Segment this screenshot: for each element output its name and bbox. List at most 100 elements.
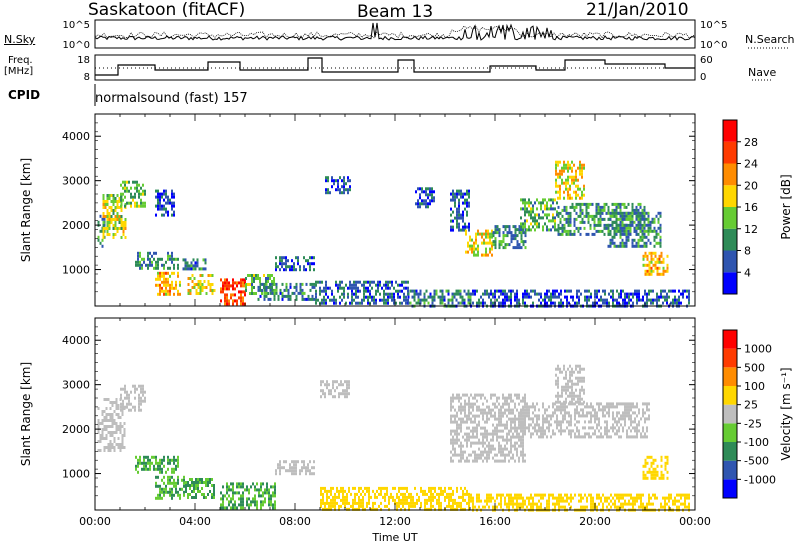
power-echo-region <box>102 194 127 239</box>
power-echo-region <box>607 211 662 248</box>
velocity-colorbar-frame <box>722 329 738 499</box>
time-axis-label: Time UT <box>371 531 417 544</box>
velocity-echo-region <box>155 475 185 500</box>
time-tick-label: 00:00 <box>679 515 711 528</box>
beam-label: Beam 13 <box>357 2 434 22</box>
power-colorbar-label: 28 <box>744 136 758 149</box>
power-echo-region <box>520 198 558 232</box>
velocity-colorbar-title: Velocity [m s⁻¹] <box>779 367 793 460</box>
velocity-colorbar-label: -1000 <box>744 473 776 486</box>
velocity-ytick-label: 2000 <box>62 423 90 436</box>
noise-right-tick-bottom: 10^0 <box>700 40 727 51</box>
power-echo-region <box>465 229 493 257</box>
velocity-colorbar-cell <box>723 460 737 480</box>
power-colorbar-title: Power [dB] <box>779 174 793 239</box>
freq-right-tick-top: 60 <box>700 55 713 66</box>
power-echo-region <box>450 189 470 232</box>
freq-left-tick-top: 18 <box>77 55 90 66</box>
power-colorbar-label: 20 <box>744 179 758 192</box>
velocity-colorbar-cell <box>723 442 737 461</box>
noise-search-label: N.Search <box>745 33 795 46</box>
noise-panel-frame <box>94 19 696 49</box>
time-tick-label: 00:00 <box>79 515 111 528</box>
power-echo-region <box>120 180 146 208</box>
noise-search-trace <box>94 25 696 42</box>
velocity-colorbar-label: -500 <box>744 455 769 468</box>
power-colorbar-cell <box>723 141 737 164</box>
power-colorbar-cell <box>723 185 737 207</box>
power-colorbar-cell <box>723 272 737 294</box>
velocity-colorbar-label: 1000 <box>744 343 772 356</box>
cpid-value: normalsound (fast) 157 <box>95 91 248 106</box>
velocity-colorbar-label: 100 <box>744 380 765 393</box>
power-echo-region <box>220 278 246 306</box>
noise-right-tick-top: 10^5 <box>700 20 727 31</box>
velocity-colorbar-cell <box>723 348 737 368</box>
noise-left-tick-bottom: 10^0 <box>63 40 90 51</box>
nave-label: Nave <box>748 66 777 79</box>
velocity-ytick-label: 1000 <box>62 468 90 481</box>
power-echo-region <box>315 280 409 305</box>
velocity-colorbar-cell <box>723 479 737 498</box>
power-echo-region <box>275 256 315 272</box>
power-echo-region <box>155 271 181 296</box>
power-echo-region <box>415 187 435 209</box>
panel-power <box>94 113 696 308</box>
velocity-colorbar-label: 500 <box>744 361 765 374</box>
power-colorbar-label: 12 <box>744 223 758 236</box>
freq-label-line1: Freq. <box>8 55 33 66</box>
cpid-label: CPID <box>8 88 41 102</box>
time-tick-label: 16:00 <box>479 515 511 528</box>
noise-left-tick-top: 10^5 <box>63 20 90 31</box>
power-echo-region <box>182 258 207 271</box>
power-colorbar-cell <box>723 250 737 273</box>
power-plot-background <box>95 114 695 306</box>
velocity-echo-region <box>185 478 215 499</box>
power-echo-region <box>555 160 585 200</box>
velocity-echo-region <box>555 364 585 404</box>
velocity-echo-region <box>320 486 470 511</box>
velocity-ylabel: Slant Range [km] <box>19 362 33 466</box>
power-colorbar-label: 4 <box>744 266 751 279</box>
power-echo-region <box>257 282 316 301</box>
velocity-echo-region <box>135 455 179 474</box>
velocity-colorbar-label: 25 <box>744 399 758 412</box>
velocity-echo-region <box>220 482 276 510</box>
panel-velocity <box>94 317 696 512</box>
freq-right-tick-bottom: 0 <box>700 72 706 83</box>
power-echo-region <box>187 274 216 295</box>
power-colorbar-label: 16 <box>744 201 758 214</box>
noise-sky-label: N.Sky <box>4 33 36 46</box>
power-colorbar-label: 8 <box>744 245 751 258</box>
velocity-colorbar-cell <box>723 423 737 442</box>
velocity-colorbar-cell <box>723 404 737 424</box>
station-title: Saskatoon (fitACF) <box>88 0 246 20</box>
velocity-echo-region <box>275 460 315 476</box>
power-echo-region <box>492 225 527 250</box>
power-colorbar-cell <box>723 120 737 142</box>
freq-left-tick-bottom: 8 <box>84 72 90 83</box>
power-echo-region <box>135 251 179 270</box>
velocity-colorbar-cell <box>723 386 737 405</box>
time-tick-label: 12:00 <box>379 515 411 528</box>
velocity-colorbar-label: -25 <box>744 417 762 430</box>
velocity-colorbar-cell <box>723 367 737 386</box>
velocity-echo-region <box>450 393 526 463</box>
power-ytick-label: 4000 <box>62 130 90 143</box>
velocity-echo-region <box>320 380 350 399</box>
power-colorbar-label: 24 <box>744 158 758 171</box>
time-tick-label: 04:00 <box>179 515 211 528</box>
velocity-colorbar-cell <box>723 330 737 349</box>
time-tick-label: 20:00 <box>579 515 611 528</box>
power-echo-region <box>155 189 175 217</box>
time-tick-label: 08:00 <box>279 515 311 528</box>
velocity-echo-region <box>520 402 650 439</box>
velocity-echo-region <box>642 455 669 480</box>
power-echo-region <box>642 251 669 276</box>
power-colorbar-cell <box>723 163 737 186</box>
power-ylabel: Slant Range [km] <box>19 158 33 262</box>
date-label: 21/Jan/2010 <box>586 0 689 20</box>
velocity-echo-region <box>120 384 146 412</box>
power-colorbar-cell <box>723 228 737 251</box>
